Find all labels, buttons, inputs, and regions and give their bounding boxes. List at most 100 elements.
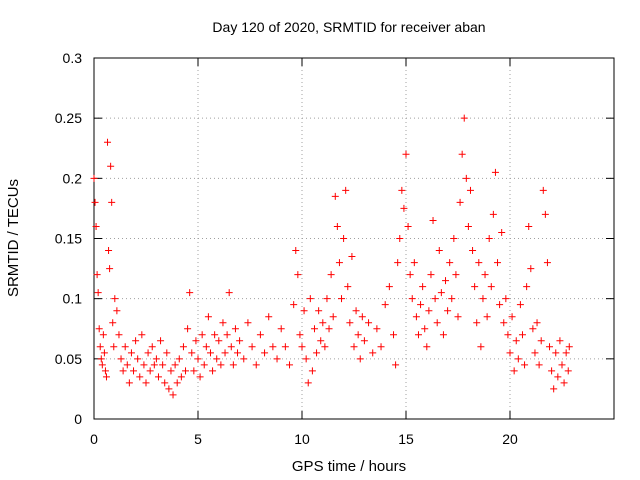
- data-point: [539, 186, 547, 194]
- data-point: [173, 379, 181, 387]
- data-point: [518, 331, 526, 339]
- data-point: [121, 343, 129, 351]
- data-point: [265, 313, 273, 321]
- data-point: [554, 373, 562, 381]
- data-point: [412, 313, 420, 321]
- data-point: [562, 349, 570, 357]
- data-point: [496, 301, 504, 309]
- data-point: [111, 295, 119, 303]
- data-point: [113, 307, 121, 315]
- data-point: [558, 361, 566, 369]
- data-point: [491, 168, 499, 176]
- data-point: [444, 307, 452, 315]
- x-tick-label: 15: [398, 431, 414, 447]
- data-point: [435, 247, 443, 255]
- data-point: [506, 349, 514, 357]
- data-point: [373, 325, 381, 333]
- data-point: [356, 355, 364, 363]
- data-point: [556, 337, 564, 345]
- data-point: [188, 349, 196, 357]
- data-point: [184, 325, 192, 333]
- data-point: [350, 343, 358, 351]
- data-point: [466, 186, 474, 194]
- data-point: [294, 271, 302, 279]
- data-point: [190, 367, 198, 375]
- data-point: [340, 235, 348, 242]
- data-point: [414, 331, 422, 339]
- data-point: [281, 343, 289, 351]
- data-point: [510, 367, 518, 375]
- data-point: [134, 355, 142, 363]
- x-tick-label: 10: [294, 431, 310, 447]
- data-point: [123, 361, 131, 369]
- data-point: [225, 289, 233, 297]
- data-point: [425, 307, 433, 315]
- data-point: [437, 289, 445, 297]
- y-tick-label: 0.2: [63, 170, 83, 186]
- x-axis-label: GPS time / hours: [292, 458, 406, 475]
- data-point: [537, 337, 545, 345]
- data-point: [464, 222, 472, 230]
- data-point: [105, 247, 113, 255]
- data-point: [213, 355, 221, 363]
- y-tick-label: 0.05: [55, 351, 82, 367]
- data-point: [454, 313, 462, 321]
- data-point: [500, 319, 508, 327]
- data-point: [146, 367, 154, 375]
- data-point: [442, 277, 450, 285]
- data-point: [419, 283, 427, 291]
- data-point: [90, 174, 98, 182]
- data-point: [377, 343, 385, 351]
- data-point: [202, 343, 210, 351]
- data-point: [298, 343, 306, 351]
- data-point: [306, 295, 314, 303]
- data-point: [390, 331, 398, 339]
- data-point: [182, 367, 190, 375]
- data-point: [163, 349, 171, 357]
- data-point: [508, 313, 516, 321]
- data-point: [196, 373, 204, 381]
- data-point: [277, 325, 285, 333]
- data-point: [107, 162, 115, 170]
- data-point: [541, 210, 549, 218]
- data-point: [161, 379, 169, 387]
- data-point: [256, 331, 264, 339]
- data-point: [150, 361, 158, 369]
- data-point: [338, 295, 346, 303]
- data-point: [240, 355, 248, 363]
- data-point: [548, 367, 556, 375]
- data-point: [142, 379, 150, 387]
- data-point: [385, 283, 393, 291]
- y-axis-label: SRMTID / TECUs: [5, 179, 22, 297]
- data-point: [136, 373, 144, 381]
- data-point: [100, 349, 108, 357]
- data-point: [483, 313, 491, 321]
- data-point: [358, 313, 366, 321]
- data-point: [342, 186, 350, 194]
- y-tick-label: 0.1: [63, 291, 83, 307]
- data-point: [152, 355, 160, 363]
- data-point: [398, 186, 406, 194]
- data-point: [300, 307, 308, 315]
- data-point: [471, 283, 479, 291]
- data-point: [167, 367, 175, 375]
- data-point: [127, 349, 135, 357]
- data-point: [323, 295, 331, 303]
- data-point: [221, 349, 229, 357]
- data-point: [310, 325, 318, 333]
- data-point: [296, 331, 304, 339]
- data-point: [290, 301, 298, 309]
- data-point: [194, 355, 202, 363]
- data-point: [132, 337, 140, 345]
- data-point: [109, 319, 117, 327]
- data-point: [198, 331, 206, 339]
- data-point: [485, 235, 493, 242]
- data-point: [99, 331, 107, 339]
- data-point: [104, 138, 112, 146]
- data-point: [110, 343, 118, 351]
- data-point: [452, 271, 460, 279]
- data-point: [144, 349, 152, 357]
- data-point: [231, 325, 239, 333]
- data-point: [313, 349, 321, 357]
